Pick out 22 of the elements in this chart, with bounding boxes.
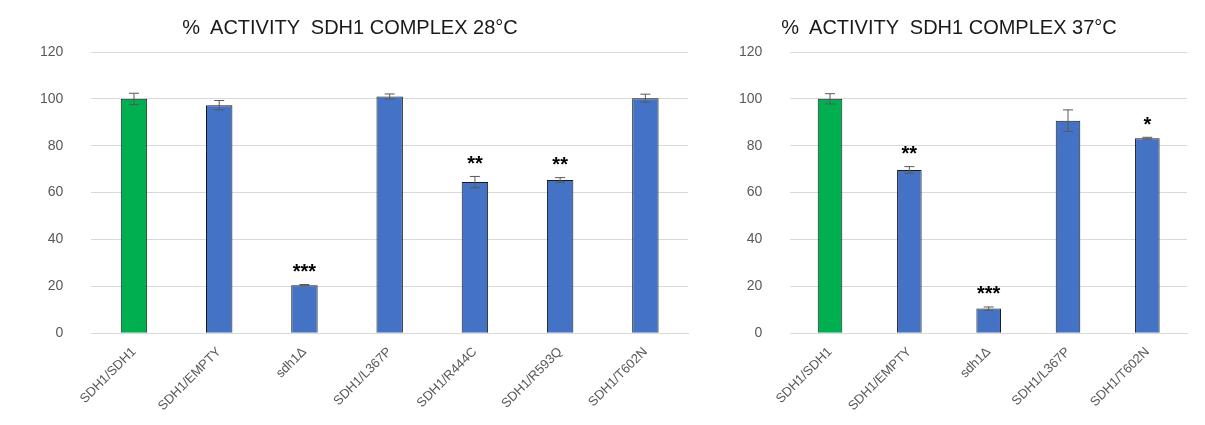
y-tick-label: 0 bbox=[754, 324, 763, 341]
chart-title: % ACTIVITY SDH1 COMPLEX 28°C bbox=[182, 15, 518, 38]
y-tick-label: 20 bbox=[746, 277, 763, 294]
annotation: ** bbox=[901, 142, 918, 165]
y-tick-label: 120 bbox=[40, 42, 64, 59]
annotation: ** bbox=[552, 153, 569, 176]
y-tick-label: 100 bbox=[40, 89, 64, 106]
y-tick-label: 0 bbox=[55, 324, 64, 341]
y-tick-label: 80 bbox=[47, 136, 64, 153]
y-tick-label: 80 bbox=[746, 136, 763, 153]
y-tick-label: 40 bbox=[47, 230, 64, 247]
annotation: ** bbox=[467, 151, 483, 174]
annotation: *** bbox=[977, 282, 1001, 305]
y-tick-label: 60 bbox=[746, 183, 763, 200]
y-tick-label: 60 bbox=[47, 183, 64, 200]
annotation: * bbox=[1143, 112, 1152, 135]
y-tick-label: 40 bbox=[746, 230, 763, 247]
y-tick-label: 100 bbox=[739, 89, 763, 106]
annotation: *** bbox=[292, 260, 317, 282]
y-tick-label: 120 bbox=[739, 42, 763, 59]
chart-title: % ACTIVITY SDH1 COMPLEX 37°C bbox=[781, 15, 1117, 38]
y-tick-label: 20 bbox=[47, 277, 64, 294]
